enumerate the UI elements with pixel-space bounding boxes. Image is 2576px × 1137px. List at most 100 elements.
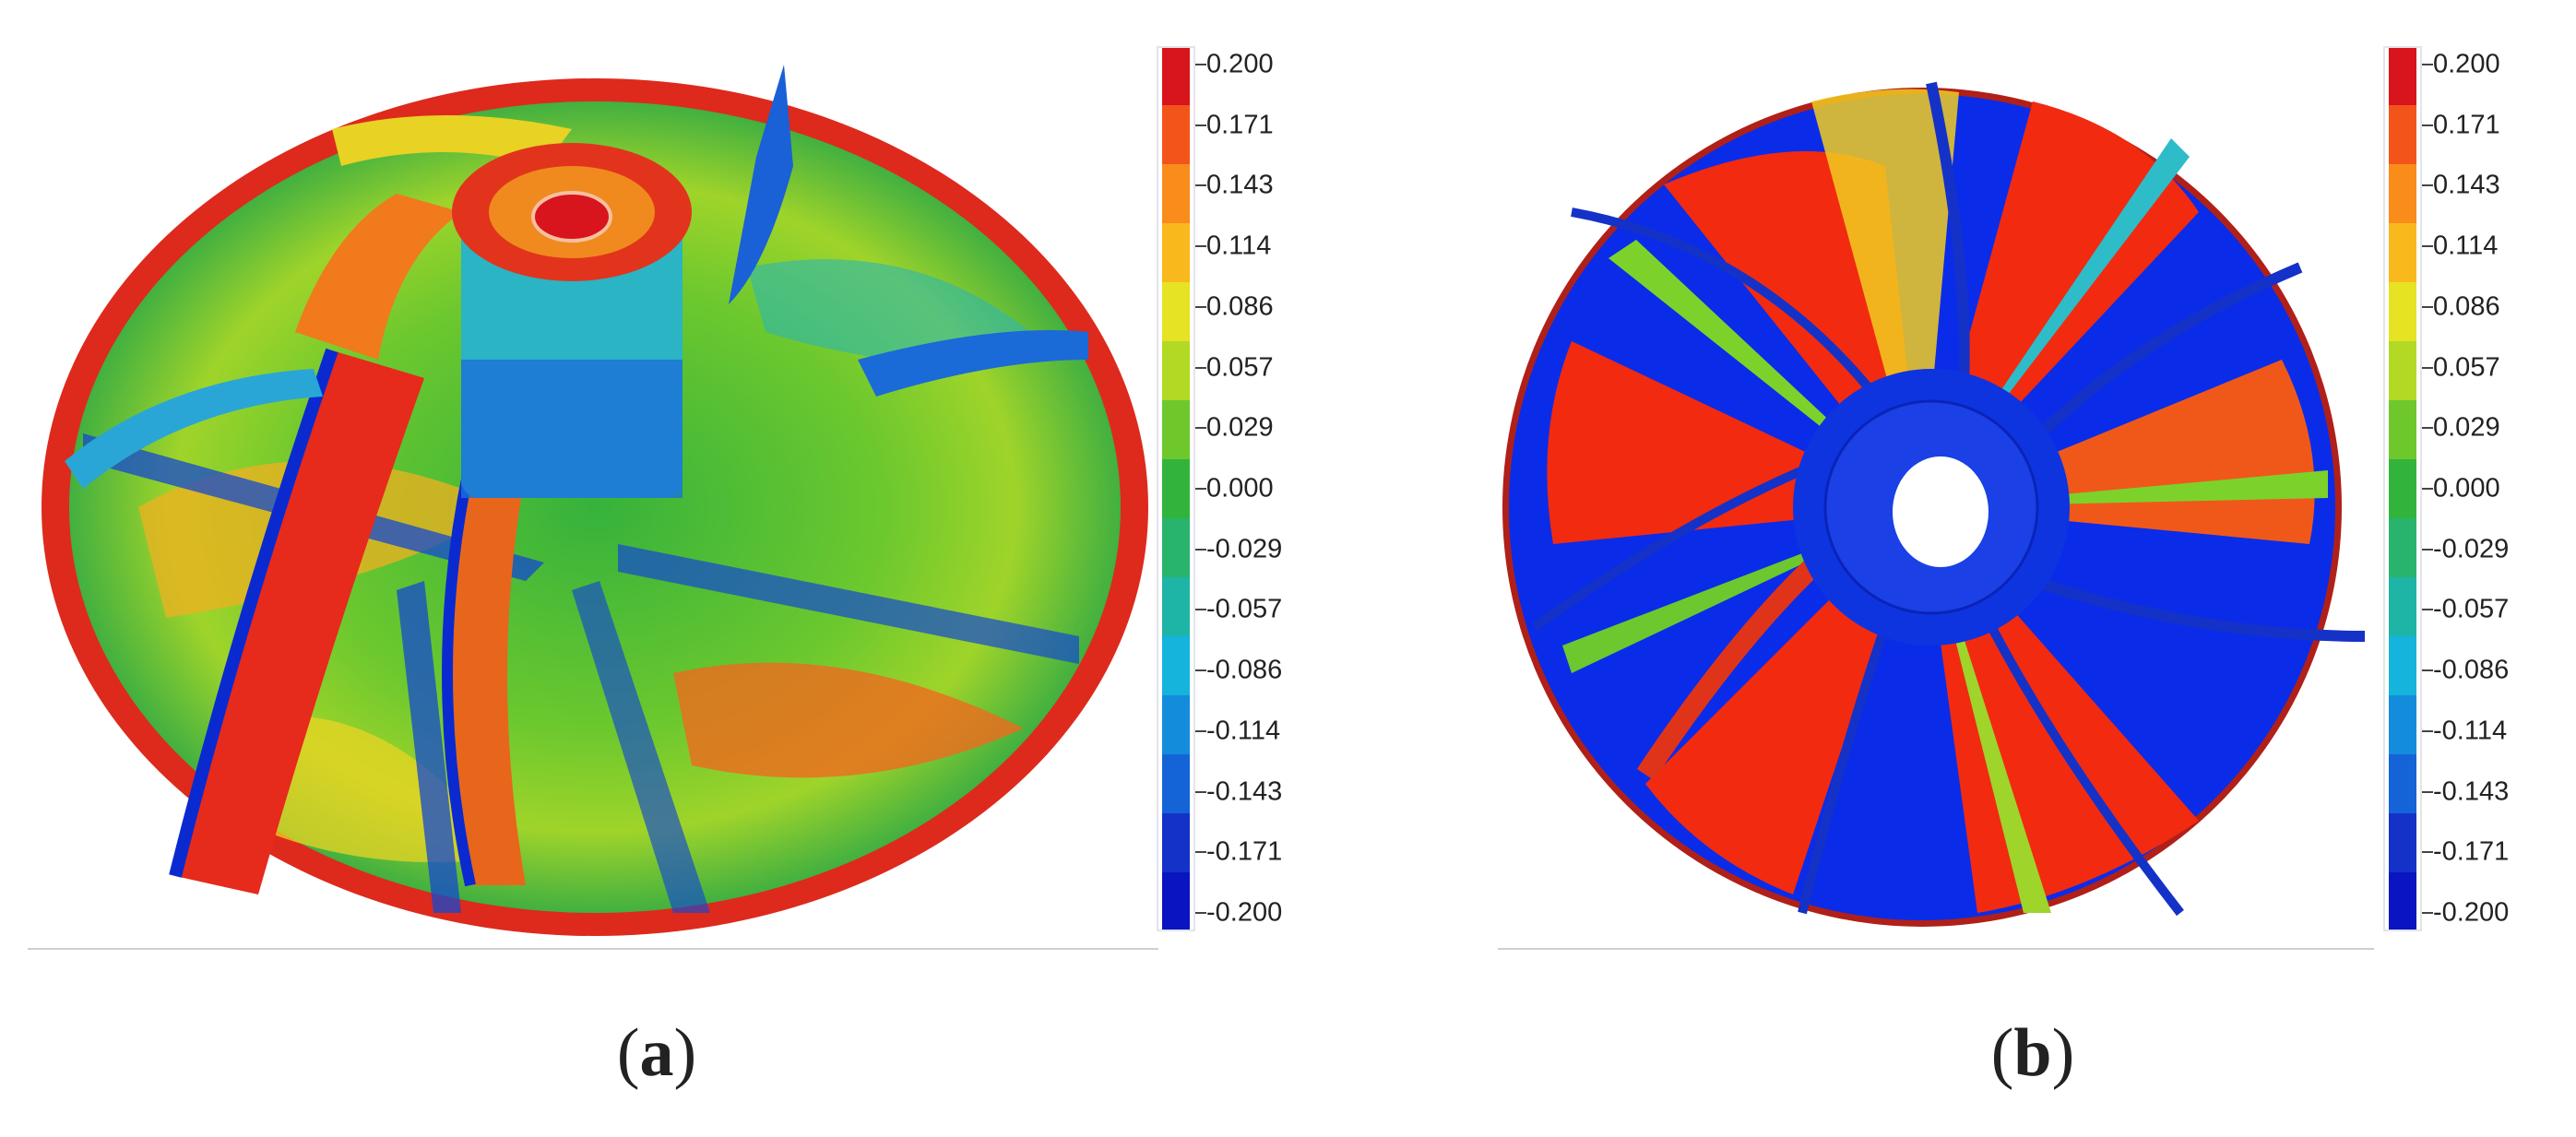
colorbar-tick-mark [1195,912,1206,914]
colorbar-tick-label: -0.200 [2433,897,2510,928]
colorbar-tick-mark [2422,184,2433,187]
panel-b: 0.200 0.171 0.143 0.114 0.086 0.057 0.029 0.000… [1479,0,2576,1137]
colorbar-segment [2389,164,2416,224]
colorbar-segment [2389,577,2416,637]
colorbar-segment [1162,400,1190,460]
colorbar-tick-label: -0.029 [1206,534,1283,564]
impeller-deviation-scan-b [1502,81,2366,927]
colorbar-tick-label: -0.114 [1206,716,1281,746]
colorbar-segment [1162,518,1190,578]
colorbar-tick-mark [1195,366,1206,369]
colorbar-segment [2389,459,2416,519]
colorbar-tick-label: 0.029 [1206,412,1274,443]
colorbar-tick-label: -0.143 [2433,776,2510,807]
colorbar-segment [1162,46,1190,106]
panel-b-label: (b) [1990,1015,2075,1091]
colorbar-tick-mark [2422,366,2433,369]
colorbar-tick-label: 0.143 [1206,170,1274,200]
panel-a-label: (a) [616,1015,697,1091]
colorbar-tick-mark [1195,790,1206,793]
colorbar-tick-label: 0.200 [2433,49,2500,79]
colorbar-segment [1162,754,1190,814]
colorbar-tick-label: 0.000 [1206,473,1274,503]
colorbar-tick-label: -0.086 [1206,655,1283,685]
colorbar-tick-label: -0.171 [1206,836,1283,867]
colorbar-segment [1162,223,1190,283]
colorbar-tick-mark [2422,729,2433,732]
colorbar-tick-label: -0.171 [2433,836,2510,867]
colorbar-tick-mark [1195,669,1206,672]
colorbar-tick-mark [1195,609,1206,611]
colorbar-segment [1162,164,1190,224]
colorbar-segment [1162,459,1190,519]
colorbar-tick-label: 0.057 [2433,352,2500,383]
impeller-deviation-scan-a [42,65,1148,936]
colorbar-a-gradient [1157,46,1195,931]
colorbar-segment [1162,636,1190,696]
colorbar-tick-label: 0.057 [1206,352,1274,383]
panel-a-baseline [28,948,1158,950]
colorbar-tick-mark [2422,427,2433,430]
colorbar-tick-mark [2422,305,2433,308]
colorbar-tick-mark [1195,184,1206,187]
colorbar-tick-mark [1195,851,1206,854]
panel-a: 0.200 0.171 0.143 0.114 0.086 0.057 0.029 0.000… [28,46,1283,1091]
colorbar-tick-mark [2422,548,2433,551]
colorbar-segment [1162,282,1190,342]
colorbar-tick-mark [2422,851,2433,854]
colorbar-segment [2389,636,2416,696]
colorbar-tick-mark [1195,548,1206,551]
colorbar-segment [1162,341,1190,401]
colorbar-tick-mark [1195,245,1206,248]
colorbar-tick-mark [1195,305,1206,308]
colorbar-tick-label: 0.029 [2433,412,2500,443]
colorbar-tick-label: 0.171 [1206,110,1274,140]
colorbar-tick-mark [1195,64,1206,65]
colorbar-tick-mark [2422,790,2433,793]
colorbar-segment [2389,341,2416,401]
colorbar-segment [1162,105,1190,165]
colorbar-tick-label: -0.057 [1206,594,1283,624]
colorbar-tick-mark [2422,64,2433,65]
colorbar-tick-label: -0.086 [2433,655,2510,685]
colorbar-tick-mark [1195,427,1206,430]
colorbar-segment [2389,282,2416,342]
colorbar-tick-label: 0.086 [1206,291,1274,322]
colorbar-segment [1162,577,1190,637]
colorbar-segment [2389,46,2416,106]
colorbar-tick-label: -0.114 [2433,716,2508,746]
colorbar-tick-mark [2422,669,2433,672]
colorbar-tick-label: -0.057 [2433,594,2510,624]
colorbar-tick-label: 0.143 [2433,170,2500,200]
colorbar-segment [2389,400,2416,460]
colorbar-tick-label: -0.143 [1206,776,1283,807]
colorbar-b-gradient [2383,46,2422,931]
colorbar-tick-mark [2422,124,2433,126]
colorbar-segment [1162,813,1190,873]
panel-b-baseline [1498,948,2374,950]
colorbar-tick-label: 0.200 [1206,49,1274,79]
colorbar-tick-mark [2422,912,2433,914]
colorbar-segment [2389,518,2416,578]
colorbar-segment [2389,223,2416,283]
colorbar-tick-label: 0.000 [2433,473,2500,503]
colorbar-segment [2389,872,2416,931]
colorbar-tick-mark [1195,488,1206,490]
colorbar-segment [1162,695,1190,755]
colorbar-segment [2389,813,2416,873]
colorbar-tick-label: 0.114 [1206,231,1272,261]
colorbar-tick-mark [1195,124,1206,126]
colorbar-segment [2389,754,2416,814]
colorbar-tick-mark [2422,245,2433,248]
colorbar-segment [2389,695,2416,755]
colorbar-segment [1162,872,1190,931]
colorbar-tick-label: 0.171 [2433,110,2500,140]
colorbar-segment [2389,105,2416,165]
colorbar-tick-label: 0.086 [2433,291,2500,322]
colorbar-tick-mark [1195,729,1206,732]
colorbar-tick-label: -0.029 [2433,534,2510,564]
colorbar-tick-label: 0.114 [2433,231,2499,261]
colorbar-tick-mark [2422,609,2433,611]
colorbar-tick-mark [2422,488,2433,490]
colorbar-tick-label: -0.200 [1206,897,1283,928]
